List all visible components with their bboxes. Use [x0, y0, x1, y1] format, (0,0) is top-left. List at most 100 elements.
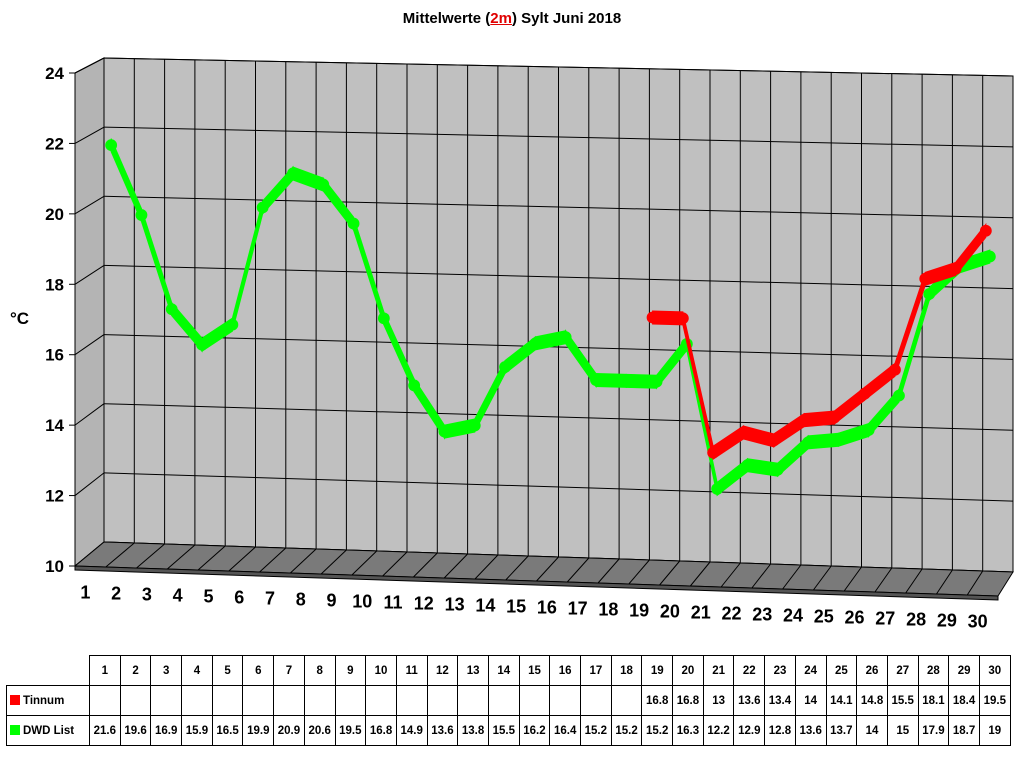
floor-grid-line — [443, 553, 468, 579]
table-header-cell: 15 — [518, 655, 551, 686]
grid-line-side — [74, 334, 105, 356]
table-cell — [365, 685, 397, 716]
table-header-cell: 27 — [886, 655, 919, 686]
grid-line-horizontal — [103, 264, 1014, 290]
floor-grid-line — [136, 543, 165, 569]
table-header-cell: 17 — [580, 655, 612, 686]
series-dwd-list-point — [559, 331, 572, 344]
grid-line-horizontal — [103, 195, 1014, 219]
table-cell: 15.2 — [610, 715, 643, 746]
table-cell: 13.6 — [426, 715, 459, 746]
floor-grid-line — [105, 542, 135, 568]
grid-line-horizontal — [103, 126, 1014, 148]
table-header-row: 1 2 3 4 5 6 7 8 9 10 11 12 13 14 15 16 17 18 19 20 21 22 23 24 2… — [7, 655, 1011, 686]
table-cell: 17.9 — [917, 715, 950, 746]
x-tick-label: 27 — [875, 609, 895, 629]
grid-line-horizontal — [103, 334, 1014, 360]
table-cell: 19.6 — [119, 715, 152, 746]
series-dwd-list-point — [832, 433, 845, 446]
y-tick-label: 20 — [45, 205, 64, 224]
floor-grid-line — [166, 544, 196, 570]
table-header-cell: 28 — [917, 655, 950, 686]
table-header-cell: 9 — [334, 655, 367, 686]
table-cell: 19 — [978, 715, 1011, 746]
table-cell — [89, 685, 121, 716]
series-dwd-list-point — [196, 338, 208, 351]
series-dwd-list-point — [650, 375, 663, 388]
table-header-cell: 1 — [89, 655, 121, 686]
series-tinnum-point — [858, 387, 871, 400]
floor-grid-line — [351, 550, 378, 576]
series-dwd-list-point — [529, 337, 542, 350]
table-cell: 15.5 — [487, 715, 520, 746]
x-tick-label: 30 — [968, 612, 988, 632]
series-dwd-list-point — [165, 303, 178, 316]
table-cell — [181, 685, 213, 716]
series-dwd-list-point — [256, 201, 269, 214]
x-tick-label: 3 — [142, 585, 152, 605]
table-cell: 19.5 — [978, 685, 1011, 716]
series-dwd-list-point — [771, 463, 784, 476]
floor-grid-line — [628, 559, 650, 585]
title-part-3: ) Sylt Juni 2018 — [511, 10, 622, 27]
floor-grid-line — [659, 560, 681, 586]
table-cell: 16.9 — [150, 715, 183, 746]
table-row: DWD List 21.6 19.6 16.9 15.9 16.5 19.9 20.9 20.6… — [6, 715, 1011, 746]
series-tinnum-point — [919, 272, 932, 285]
table-cell — [610, 685, 643, 716]
legend-swatch — [10, 724, 20, 735]
x-tick-label: 6 — [234, 588, 244, 608]
table-header-cell: 4 — [181, 655, 213, 686]
floor-grid-line — [905, 568, 923, 594]
x-tick-label: 26 — [845, 608, 865, 628]
table-header-cell: 11 — [395, 655, 428, 686]
table-cell: 12.2 — [702, 715, 735, 746]
legend-entry: Tinnum — [6, 685, 90, 716]
data-table: 1 2 3 4 5 6 7 8 9 10 11 12 13 14 15 16 17 18 19 20 21 22 23 24 2… — [6, 655, 1011, 746]
floor-grid-line — [966, 570, 984, 596]
grid-line-horizontal — [103, 57, 1014, 77]
series-dwd-list-point — [287, 167, 299, 180]
table-header-cell: 16 — [549, 655, 581, 686]
y-tick-label: 14 — [45, 416, 64, 435]
y-tick-label: 22 — [45, 134, 64, 153]
chart-title: Mittelwerte (2m) Sylt Juni 2018 — [0, 10, 1024, 27]
series-tinnum-point — [737, 426, 750, 439]
x-tick-label: 15 — [506, 597, 526, 617]
x-tick-label: 22 — [721, 604, 741, 624]
table-header-cell: 6 — [242, 655, 275, 686]
table-cell: 15.5 — [886, 685, 919, 716]
floor-grid-line — [197, 545, 226, 571]
table-cell: 16.2 — [518, 715, 551, 746]
series-dwd-list-point — [802, 436, 814, 449]
x-tick-label: 13 — [445, 595, 465, 615]
table-cell — [518, 685, 551, 716]
table-cell: 13.7 — [825, 715, 858, 746]
table-cell: 13 — [702, 685, 735, 716]
floor-grid-line — [474, 554, 499, 580]
grid-line-side — [74, 265, 105, 285]
table-cell — [487, 685, 520, 716]
x-tick-label: 19 — [629, 601, 649, 621]
table-cell: 12.9 — [733, 715, 766, 746]
floor-grid-line — [782, 564, 802, 590]
table-cell: 13.8 — [457, 715, 489, 746]
x-tick-label: 28 — [906, 610, 926, 630]
floor-grid-line — [812, 565, 832, 591]
floor-grid-line — [259, 547, 287, 573]
table-row: Tinnum 16.8 16.8 13 13.6 13.4 14 14.1 14.8 15.5 18… — [6, 685, 1011, 716]
series-dwd-list-point — [983, 250, 996, 263]
x-tick-label: 17 — [568, 599, 588, 619]
table-cell: 16.8 — [672, 685, 704, 716]
series-dwd-list-point — [135, 209, 148, 221]
series-tinnum-point — [949, 263, 962, 275]
table-header-cell: 19 — [641, 655, 674, 686]
table-cell — [273, 685, 305, 716]
series-dwd-list-point — [590, 374, 602, 386]
series-dwd-list-point — [408, 379, 421, 392]
table-cell — [119, 685, 152, 716]
series-dwd-list-point — [377, 312, 390, 325]
y-axis-label: °C — [10, 309, 30, 328]
table-cell: 16.5 — [211, 715, 244, 746]
